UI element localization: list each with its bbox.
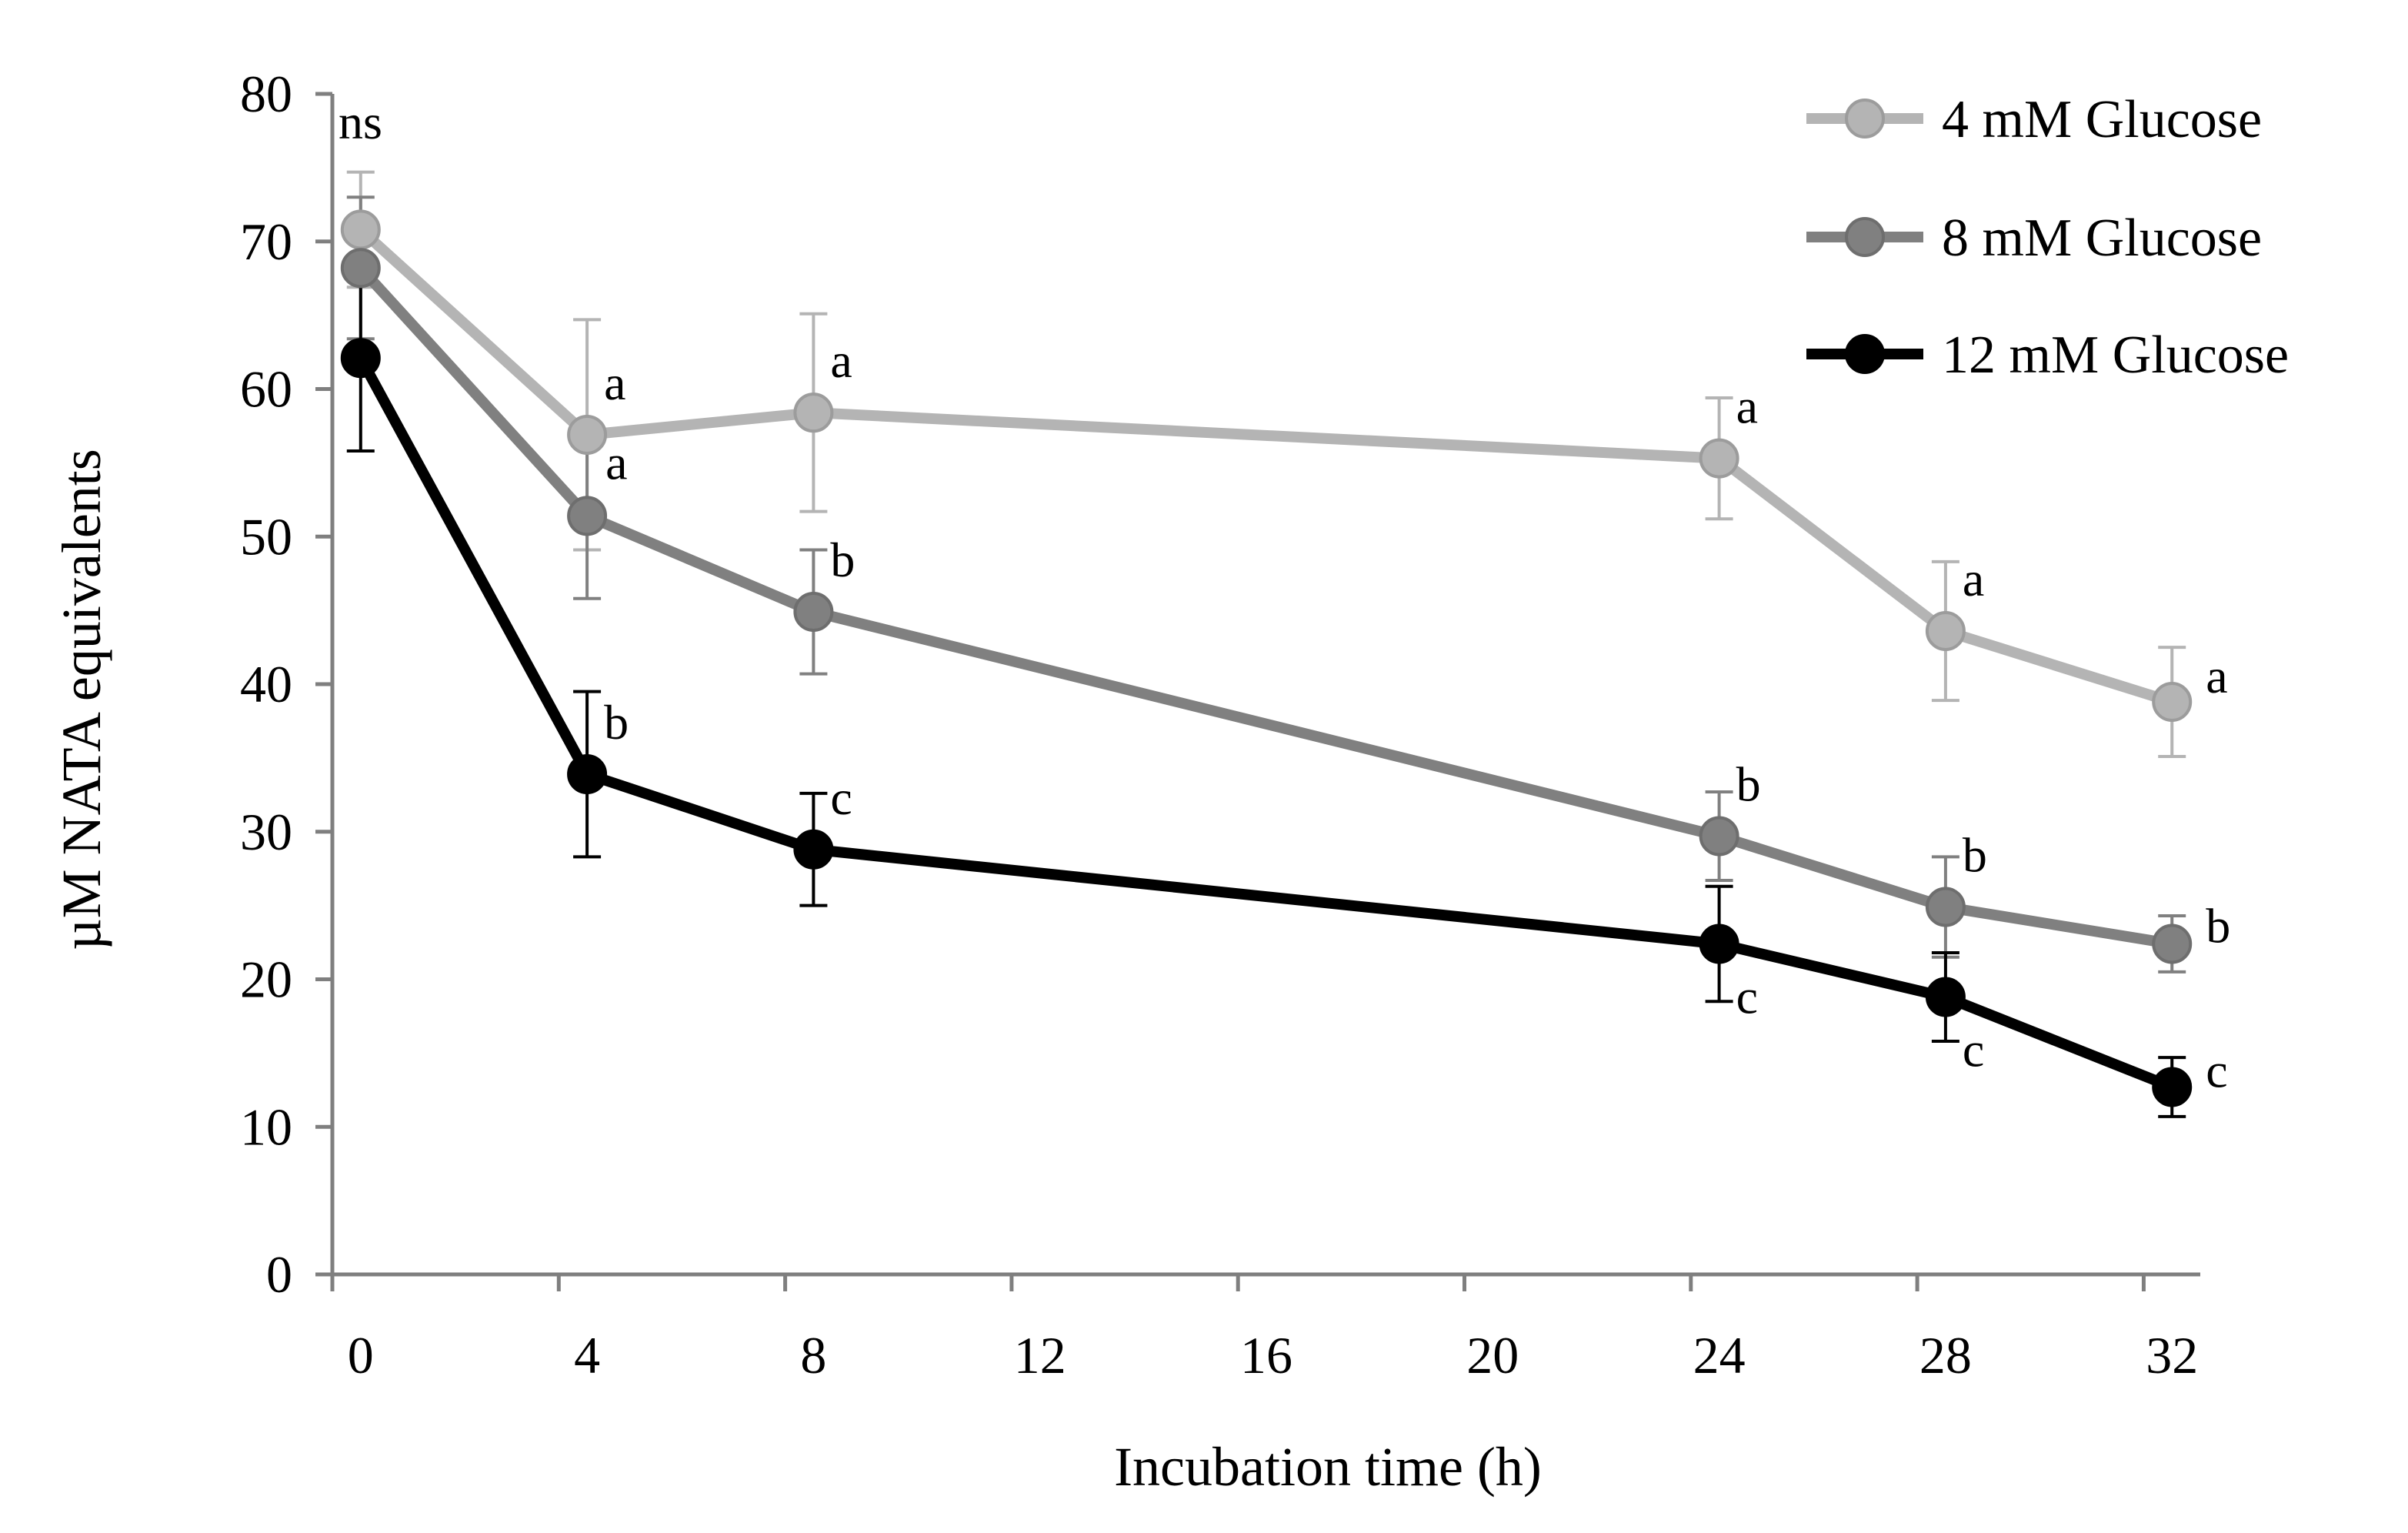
significance-letter: c (2206, 1043, 2227, 1097)
data-point (340, 248, 381, 289)
data-point (1699, 816, 1739, 857)
data-point (1925, 887, 1966, 927)
x-tick-label: 16 (1240, 1326, 1292, 1384)
y-tick-label: 40 (240, 655, 292, 713)
data-point (1699, 438, 1739, 479)
y-tick-label: 80 (240, 65, 292, 123)
y-tick-label: 70 (240, 212, 292, 271)
significance-letter: a (1736, 379, 1758, 434)
legend: 4 mM Glucose 8 mM Glucose 12 mM Glucose (1806, 90, 2289, 385)
x-tick-label: 4 (574, 1326, 600, 1384)
data-points (340, 209, 2193, 1107)
data-point (793, 829, 834, 870)
data-point (567, 753, 608, 794)
data-point (567, 414, 608, 455)
legend-marker (1845, 217, 1885, 257)
series-line (355, 355, 2174, 1092)
series-line (356, 264, 2173, 950)
x-axis-title: Incubation time (h) (1114, 1436, 1542, 1498)
data-point (340, 338, 381, 379)
x-tick-label: 12 (1014, 1326, 1066, 1384)
data-point (793, 592, 834, 633)
significance-letter: a (2206, 649, 2227, 703)
data-point (2152, 682, 2193, 723)
series-line (357, 225, 2174, 707)
legend-marker (1845, 334, 1885, 374)
x-tick-label: 8 (800, 1326, 826, 1384)
error-bars (346, 170, 2186, 1118)
significance-letter: c (830, 770, 852, 825)
series-lines (355, 225, 2174, 1092)
x-tick-label: 20 (1466, 1326, 1519, 1384)
y-tick-label: 0 (266, 1245, 292, 1304)
y-tick-label: 50 (240, 507, 292, 566)
y-tick-label: 60 (240, 360, 292, 419)
data-point (1925, 610, 1966, 651)
significance-letter: c (1963, 1023, 1984, 1077)
significance-letter: b (604, 695, 629, 750)
legend-label: 8 mM Glucose (1942, 209, 2262, 268)
annotation-ns: ns (339, 95, 382, 149)
significance-letter: a (605, 435, 627, 489)
y-tick-label: 20 (240, 950, 292, 1009)
significance-letter: b (830, 533, 855, 587)
significance-letter: a (604, 356, 625, 410)
y-axis-title: µM NATA equivalents (51, 449, 112, 950)
data-point (1925, 977, 1966, 1017)
data-point (1699, 923, 1739, 964)
significance-letter: b (2206, 898, 2230, 953)
legend-label: 4 mM Glucose (1942, 90, 2262, 149)
legend-marker (1845, 99, 1885, 139)
significance-letter: b (1736, 757, 1761, 812)
legend-label: 12 mM Glucose (1942, 326, 2289, 385)
data-point (793, 392, 834, 433)
x-tick-label: 28 (1919, 1326, 1972, 1384)
data-point (2152, 923, 2193, 964)
significance-letter: a (1963, 552, 1984, 606)
significance-letter: c (1736, 969, 1758, 1024)
axes: 0 10 20 30 40 50 60 70 80 0 4 8 12 16 20 24 28 32 (240, 65, 2200, 1384)
significance-letter: b (1963, 828, 1987, 883)
data-point (340, 209, 381, 250)
y-tick-label: 10 (240, 1097, 292, 1156)
significance-letter: a (830, 333, 852, 388)
data-point (567, 496, 608, 536)
data-point (2152, 1067, 2193, 1107)
x-tick-label: 0 (348, 1326, 374, 1384)
x-tick-label: 24 (1693, 1326, 1746, 1384)
x-tick-label: 32 (2146, 1326, 2198, 1384)
y-tick-label: 30 (240, 803, 292, 861)
